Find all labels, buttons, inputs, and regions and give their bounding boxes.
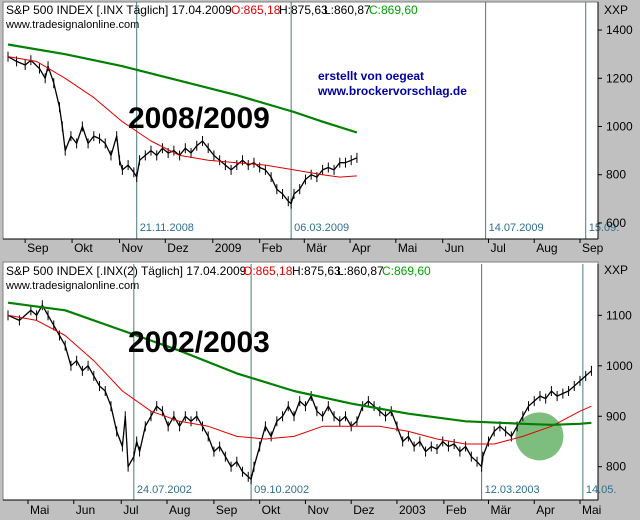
date-marker-label: 21.11.2008: [140, 222, 194, 234]
y-tick-label: 1400: [606, 23, 633, 37]
y-tick-label: 800: [606, 168, 626, 182]
x-tick-label: Mär: [306, 241, 327, 255]
header-low-bottom: L:860,87: [337, 264, 384, 278]
x-tick-label: Okt: [262, 503, 281, 517]
ma-red-series-line: [7, 56, 357, 178]
date-marker-label: 06.03.2009: [294, 222, 349, 234]
x-tick-label: Mai: [398, 241, 417, 255]
panel-2008-2009: 21.11.2008 06.03.2009 14.07.2009 15.09. 140…: [2, 1, 633, 255]
header-title-bottom: S&P 500 INDEX [.INX(2) Täglich] 17.04.20…: [6, 264, 247, 278]
header-high-bottom: H:875,63: [292, 264, 341, 278]
credit-line-2: www.brockervorschlag.de: [317, 84, 467, 98]
header-low-top: L:860,87: [324, 3, 371, 17]
y-tick-label: 900: [606, 409, 626, 423]
y-tick-label: 1000: [606, 120, 633, 134]
header-title-top: S&P 500 INDEX [.INX Täglich] 17.04.2009: [6, 3, 232, 17]
plot-area-bottom: [2, 261, 599, 501]
header-open-bottom: O:865,18: [243, 264, 293, 278]
plot-area-top: [2, 1, 599, 240]
x-tick-label: Nov: [122, 241, 143, 255]
x-tick-label: Sep: [27, 241, 49, 255]
x-tick-label: Aug: [169, 503, 190, 517]
x-tick-label: Sep: [582, 241, 604, 255]
header-open-top: O:865,18: [231, 3, 281, 17]
x-tick-label: Feb: [446, 503, 467, 517]
x-tick-label: Okt: [74, 241, 93, 255]
source-bottom: www.tradesignalonline.com: [5, 280, 139, 292]
axis-unit-top: XXP: [604, 3, 628, 17]
y-tick-label: 1000: [606, 359, 633, 373]
x-tick-label: Dez: [167, 241, 188, 255]
x-tick-label: Mär: [490, 503, 511, 517]
header-high-top: H:875,63: [279, 3, 328, 17]
x-tick-label: Mai: [582, 503, 601, 517]
date-marker-label: 24.07.2002: [137, 484, 192, 496]
x-tick-label: Apr: [536, 503, 555, 517]
date-marker-label: 15.09.: [589, 222, 620, 234]
panel-2002-2003: 24.07.2002 09.10.2002 12.03.2003 14.05. 110…: [2, 261, 633, 517]
x-tick-label: Jun: [445, 241, 464, 255]
x-tick-label: Mai: [30, 503, 49, 517]
x-tick-label: Jun: [76, 503, 95, 517]
date-marker-label: 14.07.2009: [489, 222, 544, 234]
ma-green-series-line: [7, 301, 592, 426]
y-tick-label: 1200: [606, 71, 633, 85]
axis-unit-bottom: XXP: [604, 263, 628, 277]
x-tick-label: Apr: [352, 241, 371, 255]
y-tick-label: 600: [606, 216, 626, 230]
date-marker-label: 14.05.: [586, 484, 617, 496]
x-tick-label: Sep: [216, 503, 238, 517]
header-close-bottom: C:869,60: [382, 264, 431, 278]
x-tick-label: Jul: [490, 241, 505, 255]
date-marker-label: 09.10.2002: [254, 484, 309, 496]
x-tick-label: Nov: [307, 503, 328, 517]
ma-red-series-line: [7, 314, 592, 445]
x-tick-label: 2003: [399, 503, 426, 517]
x-tick-label: 2009: [215, 241, 242, 255]
x-tick-label: Dez: [353, 503, 374, 517]
y-tick-label: 1100: [606, 308, 632, 322]
date-marker-label: 12.03.2003: [485, 484, 540, 496]
source-top: www.tradesignalonline.com: [5, 19, 139, 31]
x-tick-label: Jul: [123, 503, 138, 517]
overlay-label-bottom: 2002/2003: [128, 326, 270, 359]
y-tick-label: 800: [606, 460, 626, 474]
overlay-label-top: 2008/2009: [128, 102, 270, 135]
header-close-top: C:869,60: [369, 3, 418, 17]
credit-line-1: erstellt von oegeat: [318, 69, 424, 83]
x-tick-label: Aug: [536, 241, 557, 255]
ma-green-series-line: [7, 43, 358, 134]
x-tick-label: Feb: [262, 241, 283, 255]
